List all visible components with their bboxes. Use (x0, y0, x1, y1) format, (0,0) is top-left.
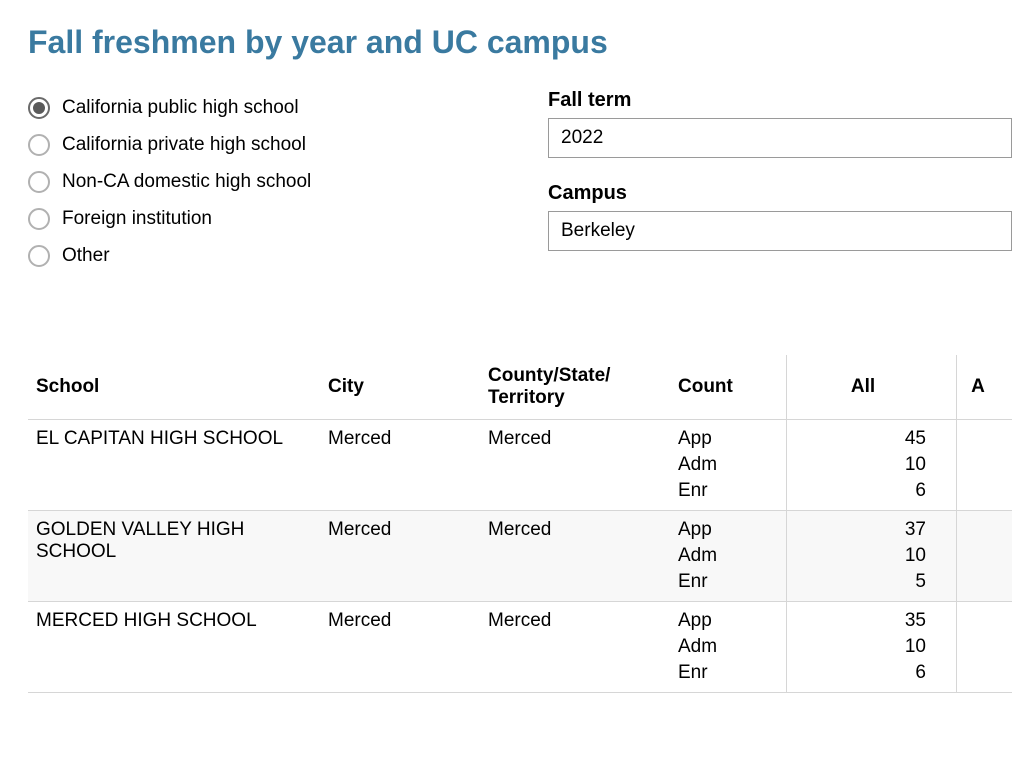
fall-term-value: 2022 (561, 127, 603, 149)
count-label: Enr (678, 662, 778, 684)
cell-all-values: 35 10 6 (778, 610, 948, 684)
cell-school: EL CAPITAN HIGH SCHOOL (28, 428, 328, 502)
cell-count-labels: App Adm Enr (678, 610, 778, 684)
fall-term-field: Fall term 2022 (548, 89, 1012, 158)
campus-value: Berkeley (561, 220, 635, 242)
data-table: School City County/State/ Territory Coun… (28, 355, 1012, 693)
column-divider (956, 355, 957, 693)
table-header-row: School City County/State/ Territory Coun… (28, 355, 1012, 420)
cell-count-labels: App Adm Enr (678, 519, 778, 593)
campus-select[interactable]: Berkeley (548, 211, 1012, 251)
col-header-county-line1: County/State/ (488, 365, 678, 387)
radio-button-icon[interactable] (28, 171, 50, 193)
cell-value: 6 (778, 480, 926, 502)
cell-city: Merced (328, 519, 488, 593)
table-row: EL CAPITAN HIGH SCHOOLMercedMercedAppAdm… (28, 420, 1012, 511)
count-label: App (678, 428, 778, 450)
radio-option[interactable]: California private high school (28, 126, 548, 163)
radio-dot-icon (33, 102, 45, 114)
cell-city: Merced (328, 428, 488, 502)
page-title: Fall freshmen by year and UC campus (28, 24, 1012, 61)
select-column: Fall term 2022 Campus Berkeley (548, 89, 1012, 275)
table-row: GOLDEN VALLEY HIGH SCHOOLMercedMercedApp… (28, 511, 1012, 602)
cell-value: 10 (778, 636, 926, 658)
cell-value: 45 (778, 428, 926, 450)
cell-all-values: 45 10 6 (778, 428, 948, 502)
controls-region: California public high school California … (28, 89, 1012, 275)
col-header-county-line2: Territory (488, 387, 678, 409)
cell-school: GOLDEN VALLEY HIGH SCHOOL (28, 519, 328, 593)
table-body: EL CAPITAN HIGH SCHOOLMercedMercedAppAdm… (28, 420, 1012, 693)
radio-label: Foreign institution (62, 208, 212, 230)
col-header-city: City (328, 376, 488, 398)
col-header-school: School (28, 376, 328, 398)
radio-button-icon[interactable] (28, 208, 50, 230)
cell-value: 10 (778, 454, 926, 476)
campus-field: Campus Berkeley (548, 182, 1012, 251)
table-row: MERCED HIGH SCHOOLMercedMercedAppAdmEnr3… (28, 602, 1012, 693)
col-header-count: Count (678, 376, 778, 398)
count-label: Adm (678, 454, 778, 476)
cell-value: 10 (778, 545, 926, 567)
cell-extra (948, 428, 1008, 502)
radio-option[interactable]: Other (28, 237, 548, 274)
cell-city: Merced (328, 610, 488, 684)
campus-label: Campus (548, 182, 1012, 205)
cell-count-labels: App Adm Enr (678, 428, 778, 502)
radio-button-icon[interactable] (28, 134, 50, 156)
cell-value: 37 (778, 519, 926, 541)
cell-all-values: 37 10 5 (778, 519, 948, 593)
count-label: Enr (678, 571, 778, 593)
radio-option[interactable]: California public high school (28, 89, 548, 126)
radio-button-icon[interactable] (28, 97, 50, 119)
cell-extra (948, 519, 1008, 593)
fall-term-select[interactable]: 2022 (548, 118, 1012, 158)
radio-option[interactable]: Foreign institution (28, 200, 548, 237)
radio-label: Non-CA domestic high school (62, 171, 311, 193)
count-label: App (678, 519, 778, 541)
column-divider (786, 355, 787, 693)
cell-extra (948, 610, 1008, 684)
cell-value: 35 (778, 610, 926, 632)
cell-county: Merced (488, 519, 678, 593)
col-header-all: All (778, 376, 948, 398)
col-header-extra: A (948, 376, 1008, 398)
fall-term-label: Fall term (548, 89, 1012, 112)
radio-option[interactable]: Non-CA domestic high school (28, 163, 548, 200)
count-label: Adm (678, 545, 778, 567)
col-header-county: County/State/ Territory (488, 365, 678, 409)
school-type-radio-group: California public high school California … (28, 89, 548, 275)
radio-label: Other (62, 245, 110, 267)
count-label: Enr (678, 480, 778, 502)
radio-button-icon[interactable] (28, 245, 50, 267)
cell-school: MERCED HIGH SCHOOL (28, 610, 328, 684)
cell-county: Merced (488, 428, 678, 502)
count-label: App (678, 610, 778, 632)
cell-value: 5 (778, 571, 926, 593)
cell-county: Merced (488, 610, 678, 684)
count-label: Adm (678, 636, 778, 658)
cell-value: 6 (778, 662, 926, 684)
radio-label: California private high school (62, 134, 306, 156)
radio-label: California public high school (62, 97, 299, 119)
